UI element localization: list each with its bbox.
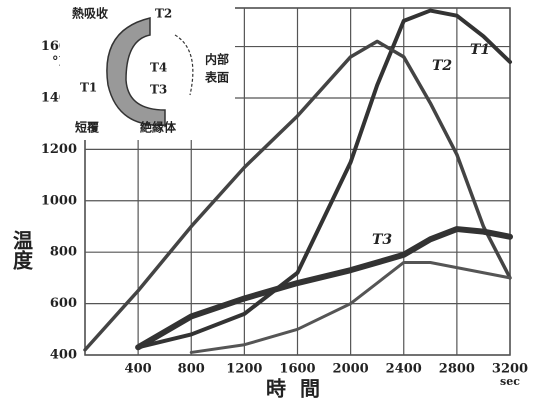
inset-label: T4 (150, 61, 167, 75)
x-unit: sec (500, 375, 520, 388)
series-label: T3 (372, 232, 392, 248)
x-tick-label: 2000 (333, 362, 369, 377)
inset-label: T2 (155, 7, 172, 21)
x-tick-label: 800 (178, 362, 205, 377)
inset-label: T1 (80, 81, 97, 95)
series-label: T1 (470, 42, 490, 58)
x-tick-label: 3200 (492, 362, 528, 377)
inset-label: 短覆 (75, 120, 100, 135)
y-tick-label: 600 (50, 296, 77, 311)
y-tick-label: 400 (50, 348, 77, 363)
data-line (135, 226, 513, 351)
x-tick-label: 1600 (279, 362, 315, 377)
y-tick-label: 1200 (41, 142, 77, 157)
inset-label: T3 (150, 83, 167, 97)
x-tick-label: 2800 (439, 362, 475, 377)
x-tick-label: 400 (125, 362, 152, 377)
inset-inner (174, 34, 194, 96)
inset-label: 内部 (205, 52, 229, 67)
inset-label: 表面 (204, 70, 229, 85)
y-tick-label: 1000 (41, 193, 77, 208)
y-axis-label: 温度 (10, 229, 34, 271)
y-tick-label: 800 (50, 245, 77, 260)
x-axis-label: 時間 (266, 377, 334, 401)
inset-label: 熱吸收 (72, 6, 108, 21)
series-label: T2 (432, 58, 452, 74)
inset-label: 絶縁体 (140, 120, 177, 135)
data-line (189, 260, 512, 354)
data-line (83, 39, 512, 352)
inset-shell (106, 17, 166, 126)
data-line (136, 8, 512, 350)
x-tick-label: 1200 (226, 362, 262, 377)
x-tick-label: 2400 (386, 362, 422, 377)
